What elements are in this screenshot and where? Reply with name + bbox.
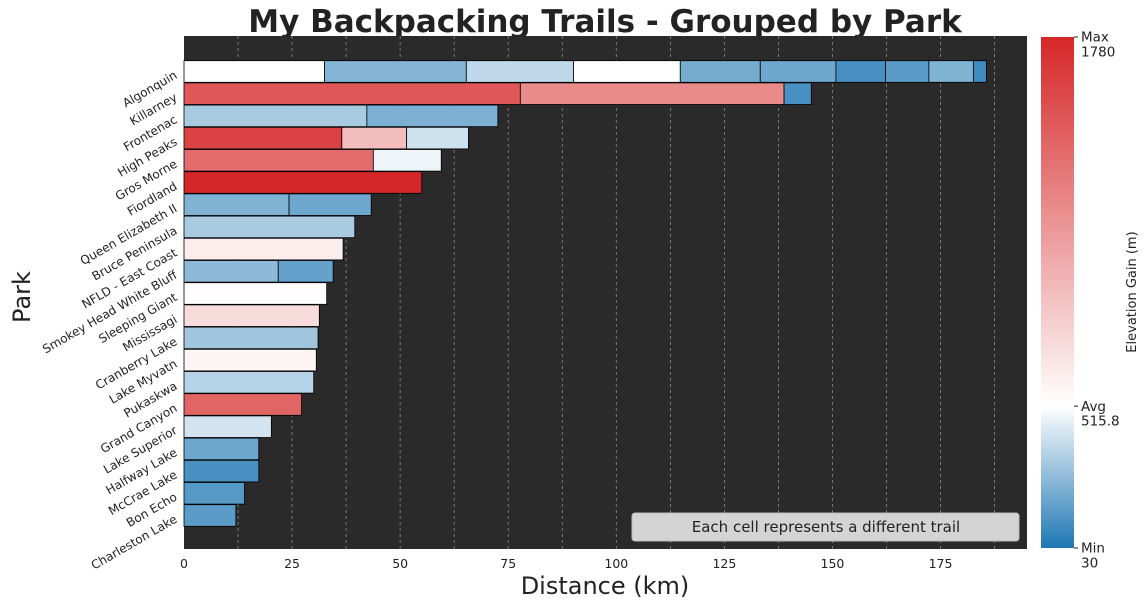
trail-cell xyxy=(183,415,272,438)
colorbar-tick-label: Min 30 xyxy=(1081,541,1105,572)
trail-cell xyxy=(372,149,442,172)
x-tick-label: 75 xyxy=(500,556,516,571)
x-axis-title: Distance (km) xyxy=(521,572,690,600)
trail-cell xyxy=(183,348,317,372)
x-tick-label: 150 xyxy=(821,556,845,571)
trail-cell xyxy=(885,60,930,83)
x-tick-label: 50 xyxy=(392,556,408,571)
trail-cell xyxy=(573,60,681,83)
chart-title: My Backpacking Trails - Grouped by Park xyxy=(248,4,963,40)
trail-cell xyxy=(759,60,837,83)
trail-cell xyxy=(783,82,812,105)
trail-cell xyxy=(406,126,469,150)
colorbar: Max 1780 Avg 515.8 Min 30 Elevation Gain (m) xyxy=(1041,30,1140,572)
trail-cell xyxy=(183,260,279,283)
colorbar-gradient xyxy=(1041,37,1074,548)
x-tick-label: 100 xyxy=(604,556,628,571)
trail-cell xyxy=(465,60,574,83)
trail-cell xyxy=(183,82,521,105)
trail-cell xyxy=(183,326,319,350)
trail-cell xyxy=(183,104,368,128)
annotation-text: Each cell represents a different trail xyxy=(692,518,960,536)
trail-cell xyxy=(183,393,302,416)
trail-cell xyxy=(679,60,761,83)
trail-cell xyxy=(519,82,785,105)
x-tick-label: 25 xyxy=(284,556,300,571)
trail-cell xyxy=(183,215,356,239)
annotation-box xyxy=(631,512,1020,542)
trail-cell xyxy=(183,171,423,194)
trail-cell xyxy=(183,282,328,305)
x-tick-label: 0 xyxy=(180,556,188,571)
colorbar-title: Elevation Gain (m) xyxy=(1125,231,1140,352)
trail-cell xyxy=(183,459,260,483)
trail-cell xyxy=(183,149,374,172)
trail-cell xyxy=(835,60,887,83)
trail-cell xyxy=(183,193,290,216)
colorbar-tick-label: Max 1780 xyxy=(1081,30,1115,61)
trail-cell xyxy=(324,60,467,83)
trail-cell xyxy=(183,126,343,150)
y-axis-title: Park xyxy=(8,271,36,323)
colorbar-tick-label: Avg 515.8 xyxy=(1081,399,1120,430)
trail-cell xyxy=(183,60,325,83)
trail-cell xyxy=(288,193,372,216)
trail-cell xyxy=(366,104,499,128)
trail-cell xyxy=(183,304,320,327)
trail-cell xyxy=(183,482,245,505)
trail-cell xyxy=(928,60,974,83)
trail-cell xyxy=(183,371,315,394)
trail-cell xyxy=(277,260,334,283)
trail-cell xyxy=(183,437,260,461)
x-tick-labels: 0 25 50 75 100 125 150 175 xyxy=(180,556,952,571)
trail-cell xyxy=(183,504,237,527)
trail-cell xyxy=(341,126,408,150)
trail-cell xyxy=(972,60,987,83)
trail-cell xyxy=(183,237,344,261)
plot-area: Each cell represents a different trail xyxy=(183,36,1027,549)
x-tick-label: 125 xyxy=(712,556,736,571)
x-tick-label: 175 xyxy=(929,556,953,571)
